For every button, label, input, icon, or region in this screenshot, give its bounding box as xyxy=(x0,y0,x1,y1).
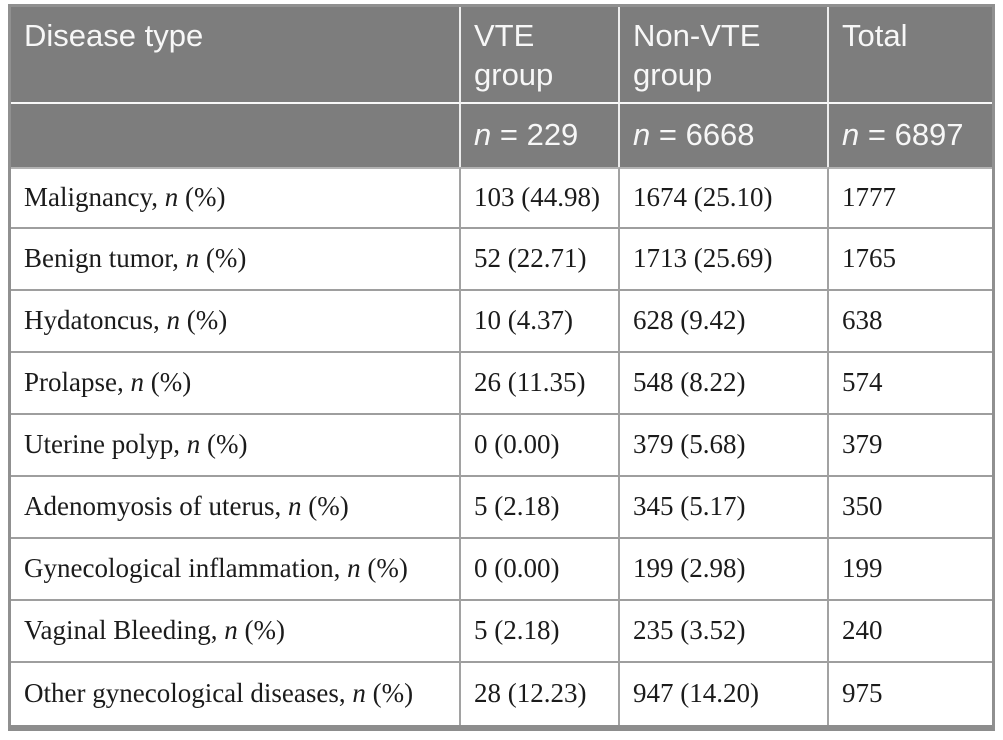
subheader-non-vte-n: n = 6668 xyxy=(620,104,829,167)
disease-label: Hydatoncus, xyxy=(24,304,167,335)
vte-value-cell: 5 (2.18) xyxy=(461,477,620,539)
table-row-hydatoncus: Hydatoncus, n (%) 10 (4.37) 628 (9.42) 6… xyxy=(11,291,992,353)
disease-label: Other gynecological diseases, xyxy=(24,677,353,708)
disease-type-table: Disease type VTE group Non-VTE group Tot… xyxy=(8,4,995,731)
vte-value-cell: 10 (4.37) xyxy=(461,291,620,353)
italic-n: n xyxy=(186,428,201,459)
total-value-cell: 1777 xyxy=(829,167,992,229)
italic-n: n xyxy=(842,117,860,152)
disease-label: Vaginal Bleeding, xyxy=(24,614,225,645)
italic-n: n xyxy=(352,677,366,708)
subheader-non-vte-value: = 6668 xyxy=(650,117,755,152)
italic-n: n xyxy=(347,552,361,583)
non-vte-value-cell: 379 (5.68) xyxy=(620,415,829,477)
header-row: Disease type VTE group Non-VTE group Tot… xyxy=(11,7,992,104)
table-row-gynecological-inflammation: Gynecological inflammation, n (%) 0 (0.0… xyxy=(11,539,992,601)
italic-n: n xyxy=(164,181,179,212)
total-value-cell: 574 xyxy=(829,353,992,415)
header-vte-group: VTE group xyxy=(461,7,620,104)
vte-value-cell: 52 (22.71) xyxy=(461,229,620,291)
total-value-cell: 638 xyxy=(829,291,992,353)
disease-label-suffix: (%) xyxy=(143,366,192,397)
disease-label-cell: Vaginal Bleeding, n (%) xyxy=(11,601,461,663)
disease-label-cell: Uterine polyp, n (%) xyxy=(11,415,461,477)
table-row-adenomyosis: Adenomyosis of uterus, n (%) 5 (2.18) 34… xyxy=(11,477,992,539)
table-row-benign-tumor: Benign tumor, n (%) 52 (22.71) 1713 (25.… xyxy=(11,229,992,291)
disease-label-suffix: (%) xyxy=(237,614,285,645)
italic-n: n xyxy=(130,366,144,397)
italic-n: n xyxy=(287,490,302,521)
table-body: Malignancy, n (%) 103 (44.98) 1674 (25.1… xyxy=(11,167,992,725)
non-vte-value-cell: 199 (2.98) xyxy=(620,539,829,601)
data-table: Disease type VTE group Non-VTE group Tot… xyxy=(11,7,992,725)
vte-value-cell: 26 (11.35) xyxy=(461,353,620,415)
total-value-cell: 240 xyxy=(829,601,992,663)
table-row-other-gynecological-diseases: Other gynecological diseases, n (%) 28 (… xyxy=(11,663,992,725)
disease-label-suffix: (%) xyxy=(200,428,248,459)
vte-value-cell: 0 (0.00) xyxy=(461,539,620,601)
table-header: Disease type VTE group Non-VTE group Tot… xyxy=(11,7,992,167)
header-disease-type: Disease type xyxy=(11,7,461,104)
italic-n: n xyxy=(633,117,651,152)
italic-n: n xyxy=(185,242,200,273)
subheader-disease-type-empty xyxy=(11,104,461,167)
disease-label-suffix: (%) xyxy=(301,490,349,521)
disease-label: Benign tumor, xyxy=(24,242,186,273)
disease-label: Prolapse, xyxy=(24,366,131,397)
disease-label-suffix: (%) xyxy=(360,552,408,583)
header-non-vte-group: Non-VTE group xyxy=(620,7,829,104)
total-value-cell: 1765 xyxy=(829,229,992,291)
disease-label-suffix: (%) xyxy=(199,242,247,273)
total-value-cell: 350 xyxy=(829,477,992,539)
italic-n: n xyxy=(166,304,180,335)
table-row-malignancy: Malignancy, n (%) 103 (44.98) 1674 (25.1… xyxy=(11,167,992,229)
subheader-total-n: n = 6897 xyxy=(829,104,992,167)
disease-label-cell: Other gynecological diseases, n (%) xyxy=(11,663,461,725)
total-value-cell: 975 xyxy=(829,663,992,725)
disease-label: Gynecological inflammation, xyxy=(24,552,348,583)
disease-label-cell: Malignancy, n (%) xyxy=(11,167,461,229)
disease-label-cell: Benign tumor, n (%) xyxy=(11,229,461,291)
table-row-prolapse: Prolapse, n (%) 26 (11.35) 548 (8.22) 57… xyxy=(11,353,992,415)
table-row-vaginal-bleeding: Vaginal Bleeding, n (%) 5 (2.18) 235 (3.… xyxy=(11,601,992,663)
disease-label: Uterine polyp, xyxy=(24,428,187,459)
non-vte-value-cell: 235 (3.52) xyxy=(620,601,829,663)
disease-label-suffix: (%) xyxy=(178,181,226,212)
italic-n: n xyxy=(474,117,492,152)
disease-label: Malignancy, xyxy=(24,181,165,212)
total-value-cell: 199 xyxy=(829,539,992,601)
non-vte-value-cell: 548 (8.22) xyxy=(620,353,829,415)
vte-value-cell: 5 (2.18) xyxy=(461,601,620,663)
italic-n: n xyxy=(224,614,238,645)
disease-label-cell: Adenomyosis of uterus, n (%) xyxy=(11,477,461,539)
non-vte-value-cell: 628 (9.42) xyxy=(620,291,829,353)
disease-label-suffix: (%) xyxy=(179,304,228,335)
total-value-cell: 379 xyxy=(829,415,992,477)
subheader-total-value: = 6897 xyxy=(859,117,964,152)
disease-label-cell: Prolapse, n (%) xyxy=(11,353,461,415)
non-vte-value-cell: 1713 (25.69) xyxy=(620,229,829,291)
vte-value-cell: 0 (0.00) xyxy=(461,415,620,477)
disease-label: Adenomyosis of uterus, xyxy=(24,490,288,521)
non-vte-value-cell: 1674 (25.10) xyxy=(620,167,829,229)
header-total: Total xyxy=(829,7,992,104)
disease-label-suffix: (%) xyxy=(365,677,414,708)
vte-value-cell: 28 (12.23) xyxy=(461,663,620,725)
subheader-row: n = 229 n = 6668 n = 6897 xyxy=(11,104,992,167)
disease-label-cell: Gynecological inflammation, n (%) xyxy=(11,539,461,601)
non-vte-value-cell: 345 (5.17) xyxy=(620,477,829,539)
non-vte-value-cell: 947 (14.20) xyxy=(620,663,829,725)
table-row-uterine-polyp: Uterine polyp, n (%) 0 (0.00) 379 (5.68)… xyxy=(11,415,992,477)
vte-value-cell: 103 (44.98) xyxy=(461,167,620,229)
subheader-vte-n: n = 229 xyxy=(461,104,620,167)
disease-label-cell: Hydatoncus, n (%) xyxy=(11,291,461,353)
subheader-vte-value: = 229 xyxy=(491,117,579,152)
